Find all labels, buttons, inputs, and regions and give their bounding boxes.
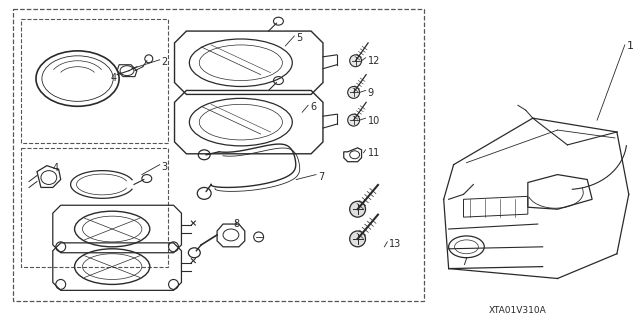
Text: 7: 7 [318,172,324,182]
Text: 12: 12 [367,56,380,66]
Ellipse shape [349,231,365,247]
Ellipse shape [348,114,360,126]
Text: 4: 4 [110,73,116,83]
Text: 11: 11 [367,148,380,158]
Bar [21,19,168,143]
Text: 1: 1 [627,41,634,51]
Ellipse shape [348,86,360,98]
Text: XTA01V310A: XTA01V310A [488,306,546,315]
Bar [21,148,168,267]
Text: 3: 3 [162,162,168,172]
Text: 7: 7 [461,257,468,267]
Ellipse shape [349,201,365,217]
Text: 4: 4 [52,163,59,173]
Ellipse shape [349,55,362,67]
Text: 10: 10 [367,116,380,126]
Text: 8: 8 [233,219,239,229]
Text: 2: 2 [162,57,168,67]
Text: 13: 13 [389,239,401,249]
Text: 5: 5 [296,33,303,43]
Bar [13,9,424,301]
Text: 6: 6 [310,102,316,112]
Text: 9: 9 [367,88,374,99]
